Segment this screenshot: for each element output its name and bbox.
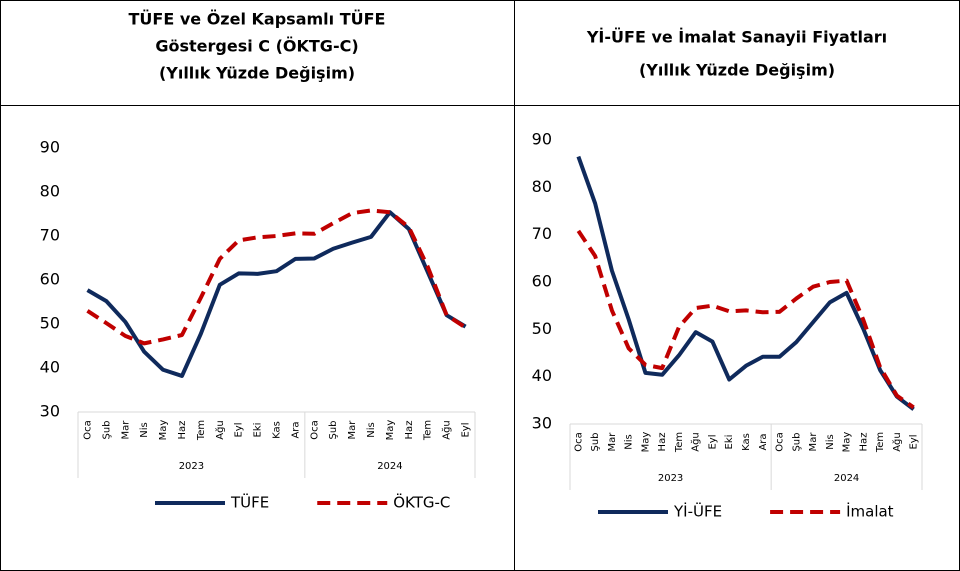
- series-line: [86, 208, 467, 346]
- y-tick-label: 60: [532, 272, 552, 291]
- group-label: 2024: [377, 461, 402, 472]
- legend-label: Yİ-ÜFE: [673, 502, 722, 521]
- x-tick-label: Tem: [423, 420, 434, 441]
- x-tick-label: Eyl: [707, 434, 718, 449]
- x-tick-label: Ağu: [690, 432, 702, 452]
- y-tick-label: 50: [532, 319, 552, 338]
- x-tick-label: Tem: [196, 420, 207, 441]
- group-label: 2023: [658, 473, 683, 484]
- x-tick-label: Kas: [741, 433, 752, 451]
- chart-title: Yİ-ÜFE ve İmalat Sanayii Fiyatları: [586, 28, 887, 47]
- x-tick-label: Eki: [724, 435, 735, 450]
- x-tick-label: Haz: [657, 433, 668, 452]
- y-tick-label: 90: [532, 130, 552, 149]
- legend-label: İmalat: [846, 502, 894, 521]
- x-tick-label: Oca: [775, 432, 786, 452]
- x-tick-label: Eyl: [461, 422, 472, 437]
- x-tick-label: Mar: [120, 420, 131, 440]
- y-tick-label: 30: [40, 402, 60, 421]
- x-tick-label: Mar: [808, 432, 819, 452]
- x-tick-label: Haz: [858, 433, 869, 452]
- x-tick-label: Tem: [875, 432, 886, 453]
- y-tick-label: 30: [532, 414, 552, 433]
- y-tick-label: 80: [532, 177, 552, 196]
- group-label: 2024: [834, 473, 859, 484]
- x-tick-label: Şub: [791, 432, 802, 451]
- x-tick-label: Nis: [139, 422, 150, 437]
- chart-title: Göstergesi C (ÖKTG-C): [155, 37, 358, 56]
- x-tick-label: Oca: [309, 420, 320, 440]
- x-tick-label: Oca: [573, 432, 584, 452]
- legend-label: ÖKTG-C: [393, 493, 450, 512]
- series-line: [576, 155, 915, 411]
- x-tick-label: Eki: [253, 423, 264, 438]
- y-tick-label: 40: [40, 358, 60, 377]
- series-line: [86, 210, 467, 378]
- x-tick-label: Eyl: [909, 434, 920, 449]
- x-tick-label: Şub: [590, 432, 601, 451]
- group-label: 2023: [179, 461, 204, 472]
- x-tick-label: Ara: [758, 433, 769, 450]
- series-line: [576, 229, 915, 410]
- x-tick-label: Nis: [825, 434, 836, 449]
- x-tick-label: Şub: [328, 420, 339, 439]
- chart-title: (Yıllık Yüzde Değişim): [159, 64, 355, 83]
- x-tick-label: Nis: [624, 434, 635, 449]
- x-tick-label: May: [385, 420, 396, 441]
- y-tick-label: 90: [40, 138, 60, 157]
- x-tick-label: May: [640, 432, 651, 453]
- chart-title: (Yıllık Yüzde Değişim): [639, 61, 835, 80]
- legend-label: TÜFE: [230, 493, 269, 512]
- x-tick-label: Oca: [82, 420, 93, 440]
- x-tick-label: Ağu: [214, 420, 226, 440]
- x-tick-label: Haz: [404, 421, 415, 440]
- x-tick-label: May: [842, 432, 853, 453]
- x-tick-label: Eyl: [234, 422, 245, 437]
- x-tick-label: Tem: [674, 432, 685, 453]
- x-tick-label: Mar: [347, 420, 358, 440]
- x-tick-label: Mar: [607, 432, 618, 452]
- x-tick-label: Haz: [177, 421, 188, 440]
- y-tick-label: 40: [532, 366, 552, 385]
- y-tick-label: 80: [40, 182, 60, 201]
- x-tick-label: May: [158, 420, 169, 441]
- x-tick-label: Ağu: [891, 432, 903, 452]
- x-tick-label: Şub: [101, 420, 112, 439]
- y-tick-label: 50: [40, 314, 60, 333]
- x-tick-label: Ara: [290, 421, 301, 438]
- x-tick-label: Ağu: [441, 420, 453, 440]
- chart-title: TÜFE ve Özel Kapsamlı TÜFE: [129, 10, 386, 29]
- x-tick-label: Nis: [366, 422, 377, 437]
- y-tick-label: 70: [40, 226, 60, 245]
- y-tick-label: 70: [532, 224, 552, 243]
- x-tick-label: Kas: [272, 421, 283, 439]
- y-tick-label: 60: [40, 270, 60, 289]
